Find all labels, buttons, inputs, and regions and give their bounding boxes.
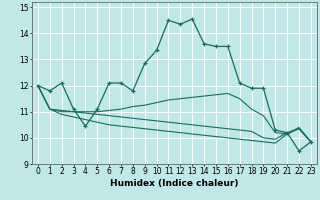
X-axis label: Humidex (Indice chaleur): Humidex (Indice chaleur) (110, 179, 239, 188)
